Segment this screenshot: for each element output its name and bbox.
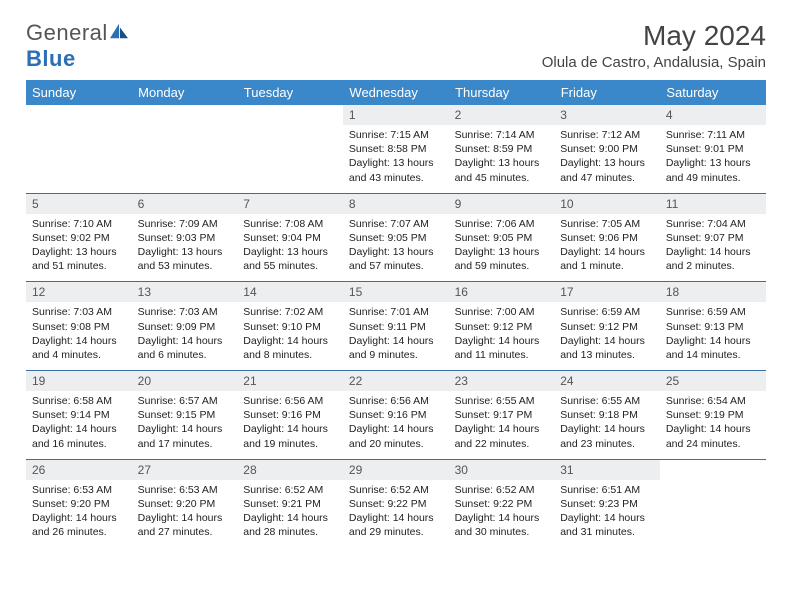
brand-logo: GeneralBlue	[26, 20, 130, 72]
week-daynum-row: 12131415161718	[26, 282, 766, 302]
day-number: 8	[343, 194, 449, 214]
day-number: 25	[660, 371, 766, 391]
week-info-row: Sunrise: 7:15 AMSunset: 8:58 PMDaylight:…	[26, 125, 766, 193]
sail-icon	[108, 22, 130, 40]
day-number: 14	[237, 282, 343, 302]
brand-name-b: Blue	[26, 46, 76, 71]
day-info: Sunrise: 6:55 AMSunset: 9:18 PMDaylight:…	[554, 391, 660, 459]
month-title: May 2024	[542, 20, 766, 52]
day-number: 12	[26, 282, 132, 302]
empty-cell	[660, 480, 766, 548]
dow-friday: Friday	[554, 80, 660, 105]
day-number: 21	[237, 371, 343, 391]
day-number: 28	[237, 460, 343, 480]
day-info: Sunrise: 7:09 AMSunset: 9:03 PMDaylight:…	[132, 214, 238, 282]
day-info: Sunrise: 6:52 AMSunset: 9:22 PMDaylight:…	[449, 480, 555, 548]
calendar-table: Sunday Monday Tuesday Wednesday Thursday…	[26, 80, 766, 547]
day-number: 23	[449, 371, 555, 391]
brand-name-a: General	[26, 20, 108, 45]
day-info: Sunrise: 6:52 AMSunset: 9:21 PMDaylight:…	[237, 480, 343, 548]
dow-thursday: Thursday	[449, 80, 555, 105]
day-number: 18	[660, 282, 766, 302]
empty-cell	[660, 460, 766, 480]
empty-cell	[237, 105, 343, 125]
day-info: Sunrise: 6:51 AMSunset: 9:23 PMDaylight:…	[554, 480, 660, 548]
day-info: Sunrise: 7:06 AMSunset: 9:05 PMDaylight:…	[449, 214, 555, 282]
day-info: Sunrise: 6:53 AMSunset: 9:20 PMDaylight:…	[26, 480, 132, 548]
dow-row: Sunday Monday Tuesday Wednesday Thursday…	[26, 80, 766, 105]
day-number: 16	[449, 282, 555, 302]
day-info: Sunrise: 6:59 AMSunset: 9:12 PMDaylight:…	[554, 302, 660, 370]
location: Olula de Castro, Andalusia, Spain	[542, 54, 766, 71]
day-info: Sunrise: 6:56 AMSunset: 9:16 PMDaylight:…	[237, 391, 343, 459]
day-info: Sunrise: 6:57 AMSunset: 9:15 PMDaylight:…	[132, 391, 238, 459]
day-info: Sunrise: 7:15 AMSunset: 8:58 PMDaylight:…	[343, 125, 449, 193]
empty-cell	[132, 105, 238, 125]
week-daynum-row: 567891011	[26, 194, 766, 214]
day-number: 13	[132, 282, 238, 302]
day-number: 15	[343, 282, 449, 302]
day-number: 10	[554, 194, 660, 214]
day-number: 26	[26, 460, 132, 480]
day-info: Sunrise: 7:00 AMSunset: 9:12 PMDaylight:…	[449, 302, 555, 370]
day-info: Sunrise: 7:04 AMSunset: 9:07 PMDaylight:…	[660, 214, 766, 282]
day-info: Sunrise: 7:12 AMSunset: 9:00 PMDaylight:…	[554, 125, 660, 193]
empty-cell	[26, 125, 132, 193]
day-info: Sunrise: 7:10 AMSunset: 9:02 PMDaylight:…	[26, 214, 132, 282]
day-info: Sunrise: 6:52 AMSunset: 9:22 PMDaylight:…	[343, 480, 449, 548]
dow-monday: Monday	[132, 80, 238, 105]
week-info-row: Sunrise: 6:53 AMSunset: 9:20 PMDaylight:…	[26, 480, 766, 548]
day-number: 9	[449, 194, 555, 214]
week-info-row: Sunrise: 7:03 AMSunset: 9:08 PMDaylight:…	[26, 302, 766, 370]
day-number: 17	[554, 282, 660, 302]
day-info: Sunrise: 6:56 AMSunset: 9:16 PMDaylight:…	[343, 391, 449, 459]
dow-wednesday: Wednesday	[343, 80, 449, 105]
day-number: 19	[26, 371, 132, 391]
dow-sunday: Sunday	[26, 80, 132, 105]
day-info: Sunrise: 7:01 AMSunset: 9:11 PMDaylight:…	[343, 302, 449, 370]
day-number: 1	[343, 105, 449, 125]
day-number: 5	[26, 194, 132, 214]
day-number: 31	[554, 460, 660, 480]
day-number: 27	[132, 460, 238, 480]
day-info: Sunrise: 7:05 AMSunset: 9:06 PMDaylight:…	[554, 214, 660, 282]
week-daynum-row: 1234	[26, 105, 766, 125]
week-info-row: Sunrise: 6:58 AMSunset: 9:14 PMDaylight:…	[26, 391, 766, 459]
day-number: 7	[237, 194, 343, 214]
week-daynum-row: 19202122232425	[26, 371, 766, 391]
day-info: Sunrise: 7:07 AMSunset: 9:05 PMDaylight:…	[343, 214, 449, 282]
day-info: Sunrise: 6:58 AMSunset: 9:14 PMDaylight:…	[26, 391, 132, 459]
day-number: 2	[449, 105, 555, 125]
day-number: 6	[132, 194, 238, 214]
day-number: 29	[343, 460, 449, 480]
week-daynum-row: 262728293031	[26, 460, 766, 480]
day-number: 24	[554, 371, 660, 391]
day-number: 3	[554, 105, 660, 125]
day-info: Sunrise: 6:54 AMSunset: 9:19 PMDaylight:…	[660, 391, 766, 459]
day-number: 20	[132, 371, 238, 391]
day-info: Sunrise: 7:03 AMSunset: 9:08 PMDaylight:…	[26, 302, 132, 370]
empty-cell	[132, 125, 238, 193]
week-info-row: Sunrise: 7:10 AMSunset: 9:02 PMDaylight:…	[26, 214, 766, 282]
day-info: Sunrise: 7:08 AMSunset: 9:04 PMDaylight:…	[237, 214, 343, 282]
brand-name: GeneralBlue	[26, 20, 130, 72]
day-info: Sunrise: 7:11 AMSunset: 9:01 PMDaylight:…	[660, 125, 766, 193]
day-info: Sunrise: 7:03 AMSunset: 9:09 PMDaylight:…	[132, 302, 238, 370]
day-number: 4	[660, 105, 766, 125]
day-number: 11	[660, 194, 766, 214]
day-info: Sunrise: 7:02 AMSunset: 9:10 PMDaylight:…	[237, 302, 343, 370]
empty-cell	[237, 125, 343, 193]
day-number: 30	[449, 460, 555, 480]
day-info: Sunrise: 6:53 AMSunset: 9:20 PMDaylight:…	[132, 480, 238, 548]
dow-saturday: Saturday	[660, 80, 766, 105]
dow-tuesday: Tuesday	[237, 80, 343, 105]
empty-cell	[26, 105, 132, 125]
header: GeneralBlue May 2024 Olula de Castro, An…	[26, 20, 766, 72]
day-info: Sunrise: 6:55 AMSunset: 9:17 PMDaylight:…	[449, 391, 555, 459]
day-number: 22	[343, 371, 449, 391]
day-info: Sunrise: 7:14 AMSunset: 8:59 PMDaylight:…	[449, 125, 555, 193]
day-info: Sunrise: 6:59 AMSunset: 9:13 PMDaylight:…	[660, 302, 766, 370]
title-block: May 2024 Olula de Castro, Andalusia, Spa…	[542, 20, 766, 71]
